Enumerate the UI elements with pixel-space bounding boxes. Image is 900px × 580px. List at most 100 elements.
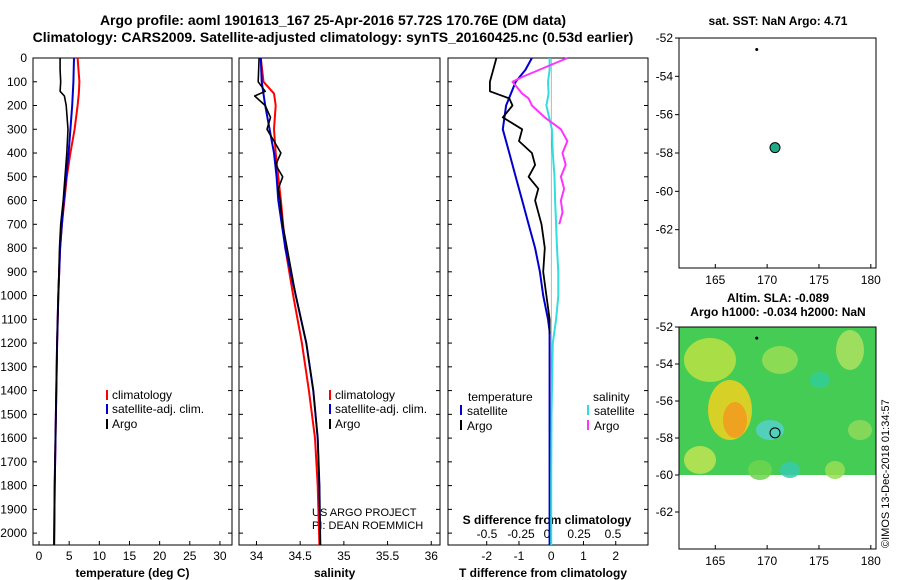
temp-legend-label-0: climatology: [112, 388, 172, 402]
diff-x-axis-label: T difference from climatology: [459, 566, 627, 580]
map-2-x-tick-165: 165: [705, 554, 725, 568]
temp-x-tick-label-25: 25: [183, 549, 197, 563]
sla-field-blob: [780, 462, 800, 478]
diff-x-tick-label--1: -1: [514, 549, 525, 563]
diff-series-t-satellite: [501, 57, 551, 545]
sla-field-blob: [756, 420, 784, 440]
depth-tick-label-1000: 1000: [0, 289, 27, 303]
map-previous-position: [755, 336, 759, 340]
map-1-y-tick--52: -52: [656, 31, 674, 45]
depth-tick-label-800: 800: [7, 241, 27, 255]
credit-line1: US ARGO PROJECT: [312, 507, 417, 519]
depth-tick-label-1400: 1400: [0, 384, 27, 398]
temp-legend-label-2: Argo: [112, 417, 138, 431]
map-2-y-tick--62: -62: [656, 505, 674, 519]
diff-series-s-satellite: [545, 58, 560, 545]
sla-field-blob: [748, 460, 772, 480]
salinity-panel-frame: [238, 57, 441, 546]
map-1-y-tick--56: -56: [656, 108, 674, 122]
diff-legend-label-2: satellite: [594, 404, 635, 418]
depth-tick-label-300: 300: [7, 122, 27, 136]
sal-x-tick-label-34: 34: [250, 549, 264, 563]
map2-title-line2: Argo h1000: -0.034 h2000: NaN: [690, 305, 865, 319]
sal-x-tick-label-34.5: 34.5: [288, 549, 312, 563]
temp-series-argo: [53, 58, 69, 546]
diff-x-tick-label-0: 0: [548, 549, 555, 563]
depth-tick-label-100: 100: [7, 75, 27, 89]
depth-tick-label-500: 500: [7, 170, 27, 184]
temp-x-axis-label: temperature (deg C): [75, 566, 189, 580]
diff-x-tick-label-1: 1: [580, 549, 587, 563]
sal-x-tick-label-35: 35: [337, 549, 351, 563]
sal-x-tick-label-35.5: 35.5: [376, 549, 400, 563]
map-2-y-tick--52: -52: [656, 320, 674, 334]
depth-tick-label-200: 200: [7, 99, 27, 113]
map-1-frame: [678, 37, 877, 269]
diff-x-tick-label-2: 2: [612, 549, 619, 563]
depth-tick-label-600: 600: [7, 194, 27, 208]
map-1-x-tick-170: 170: [757, 273, 777, 287]
temp-x-tick-label-0: 0: [36, 549, 43, 563]
map-1-y-tick--58: -58: [656, 146, 674, 160]
map-profile-position: [769, 142, 781, 154]
sla-field-blob: [684, 446, 716, 474]
diff-legend-label-3: Argo: [594, 419, 620, 433]
map-1-y-tick--60: -60: [656, 184, 674, 198]
diff-s-tick-label-0: -0.5: [477, 527, 498, 541]
depth-tick-label-1500: 1500: [0, 407, 27, 421]
map-previous-position: [755, 48, 759, 51]
sla-field-blob: [836, 330, 864, 370]
diff-legend-label-1: Argo: [467, 419, 493, 433]
map2-title-line1: Altim. SLA: -0.089: [727, 291, 829, 305]
map-1-x-tick-165: 165: [705, 273, 725, 287]
temp-x-tick-label-10: 10: [93, 549, 107, 563]
temp-x-tick-label-30: 30: [213, 549, 227, 563]
sal-series-satellite-adj-clim-: [259, 57, 322, 546]
depth-tick-label-900: 900: [7, 265, 27, 279]
sal-legend-label-1: satellite-adj. clim.: [335, 402, 427, 416]
temp-x-tick-label-5: 5: [66, 549, 73, 563]
diff-s-tick-label-2: 0: [544, 527, 551, 541]
diff-x-tick-label--2: -2: [481, 549, 492, 563]
depth-tick-label-1100: 1100: [1, 312, 27, 326]
imos-watermark: ©IMOS 13-Dec-2018 01:34:57: [880, 399, 892, 548]
sal-x-axis-label: salinity: [314, 566, 356, 580]
sal-series-argo: [253, 57, 322, 546]
depth-tick-label-1600: 1600: [0, 431, 27, 445]
diff-legend-label-0: satellite: [467, 404, 508, 418]
diff-legend-title-salinity: salinity: [593, 390, 630, 404]
temp-x-tick-label-15: 15: [123, 549, 137, 563]
map-2-y-tick--56: -56: [656, 394, 674, 408]
credit-line2: PI: DEAN ROEMMICH: [312, 520, 423, 532]
depth-tick-label-1700: 1700: [0, 455, 27, 469]
depth-tick-label-1800: 1800: [0, 479, 27, 493]
sla-field-blob: [810, 372, 830, 388]
sal-legend-label-0: climatology: [335, 388, 395, 402]
map-2-y-tick--54: -54: [656, 357, 674, 371]
sla-field-blob: [848, 420, 872, 440]
figure-title-line2: Climatology: CARS2009. Satellite-adjuste…: [33, 29, 634, 45]
map-1-y-tick--62: -62: [656, 223, 674, 237]
map-1-y-tick--54: -54: [656, 69, 674, 83]
map-1-x-tick-175: 175: [809, 273, 829, 287]
sla-field-blob: [762, 346, 798, 374]
temp-series-satellite-adj-clim-: [53, 57, 75, 546]
map-2-y-tick--58: -58: [656, 431, 674, 445]
depth-tick-label-1900: 1900: [0, 502, 27, 516]
diff-series-s-argo: [511, 57, 569, 225]
diff-s-tick-label-1: -0.25: [507, 527, 535, 541]
depth-tick-label-700: 700: [7, 217, 27, 231]
sla-field-blob: [723, 402, 747, 438]
difference-panel-frame: [447, 57, 649, 546]
diff-series-t-argo: [488, 57, 551, 334]
diff-s-axis-label: S difference from climatology: [463, 513, 632, 527]
map-2-x-tick-175: 175: [809, 554, 829, 568]
depth-tick-label-0: 0: [20, 51, 27, 65]
sla-field-blob: [825, 461, 845, 479]
diff-s-tick-label-3: 0.25: [567, 527, 591, 541]
sla-field-blob: [684, 338, 736, 382]
depth-tick-label-1300: 1300: [0, 360, 27, 374]
temp-legend-label-1: satellite-adj. clim.: [112, 402, 204, 416]
sal-x-tick-label-36: 36: [425, 549, 439, 563]
